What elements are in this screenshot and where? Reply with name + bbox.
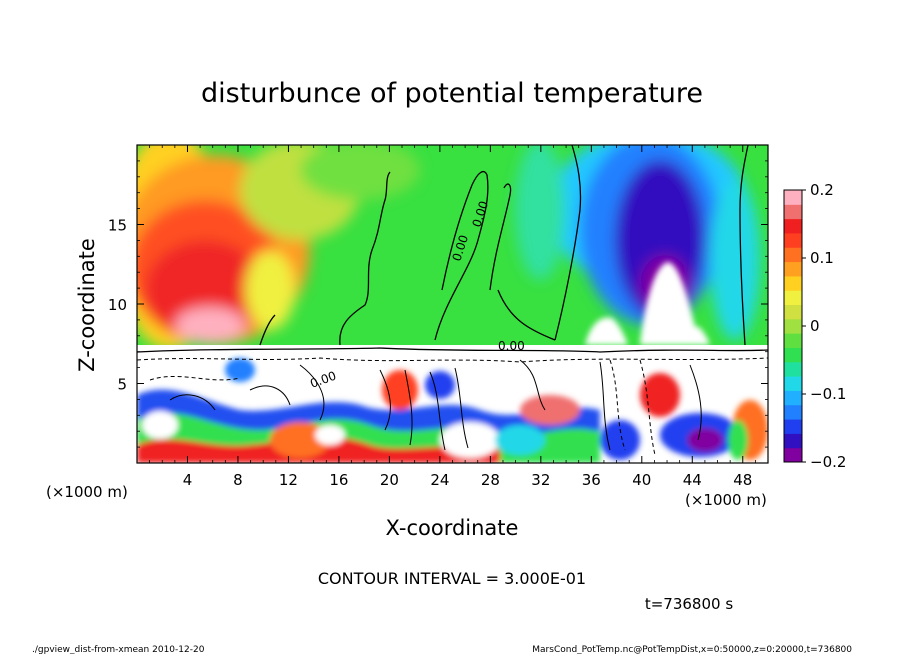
colorbar-swatch bbox=[784, 447, 802, 463]
footer-right: MarsCond_PotTemp.nc@PotTempDist,x=0:5000… bbox=[532, 645, 852, 654]
colorbar-tick-label: 0.2 bbox=[810, 181, 834, 199]
x-tick-label: 16 bbox=[329, 471, 348, 489]
colorbar-swatch bbox=[784, 218, 802, 234]
colorbar-swatch bbox=[784, 419, 802, 434]
colorbar-swatch bbox=[784, 390, 802, 406]
colorbar-swatch bbox=[784, 190, 802, 205]
time-label: t=736800 s bbox=[645, 595, 733, 613]
x-tick-label: 40 bbox=[632, 471, 651, 489]
colorbar: 0.2 0.1 0 −0.1 −0.2 bbox=[783, 181, 846, 471]
plot-area: 0.00 0.00 0.00 0.00 bbox=[137, 145, 768, 463]
colorbar-swatch bbox=[784, 204, 802, 220]
y-tick-label: 10 bbox=[108, 296, 127, 314]
contour-label: 0.00 bbox=[498, 339, 525, 353]
x-tick-label: 32 bbox=[531, 471, 550, 489]
y-axis-label: Z-coordinate bbox=[75, 238, 99, 372]
x-tick-label: 4 bbox=[183, 471, 193, 489]
colorbar-swatch bbox=[784, 304, 802, 320]
x-tick-label: 44 bbox=[683, 471, 702, 489]
x-axis-label: X-coordinate bbox=[386, 516, 519, 540]
y-tick-label: 5 bbox=[117, 376, 127, 394]
x-tick-label: 12 bbox=[279, 471, 298, 489]
colorbar-swatch bbox=[784, 261, 802, 277]
x-tick-label: 24 bbox=[430, 471, 449, 489]
colorbar-swatch bbox=[784, 433, 802, 449]
x-tick-label: 36 bbox=[582, 471, 601, 489]
x-tick-label: 8 bbox=[233, 471, 243, 489]
contour-interval-text: CONTOUR INTERVAL = 3.000E-01 bbox=[318, 569, 586, 588]
colorbar-swatch bbox=[784, 333, 802, 348]
colorbar-swatch bbox=[784, 275, 802, 291]
x-unit-left: (×1000 m) bbox=[46, 483, 128, 501]
colorbar-swatch bbox=[784, 318, 802, 334]
y-axis: 5 10 15 bbox=[108, 160, 768, 448]
chart-title: disturbunce of potential temperature bbox=[201, 78, 703, 109]
x-tick-label: 48 bbox=[733, 471, 752, 489]
x-unit-right: (×1000 m) bbox=[685, 491, 767, 509]
colorbar-swatch bbox=[784, 232, 802, 248]
colorbar-tick-label: −0.1 bbox=[810, 385, 846, 403]
x-tick-label: 28 bbox=[481, 471, 500, 489]
y-tick-label: 15 bbox=[108, 217, 127, 235]
colorbar-swatch bbox=[784, 290, 802, 306]
colorbar-swatch bbox=[784, 247, 802, 263]
footer-left: ./gpview_dist-from-xmean 2010-12-20 bbox=[32, 645, 205, 654]
colorbar-swatch bbox=[784, 404, 802, 420]
x-tick-label: 20 bbox=[380, 471, 399, 489]
colorbar-swatch bbox=[784, 347, 802, 363]
colorbar-swatch bbox=[784, 361, 802, 377]
colorbar-swatch bbox=[784, 376, 802, 391]
x-axis: 4 8 12 16 20 24 28 32 36 40 44 48 bbox=[149, 145, 756, 489]
colorbar-tick-label: −0.2 bbox=[810, 453, 846, 471]
colorbar-tick-label: 0.1 bbox=[810, 249, 834, 267]
colorbar-tick-label: 0 bbox=[810, 317, 820, 335]
